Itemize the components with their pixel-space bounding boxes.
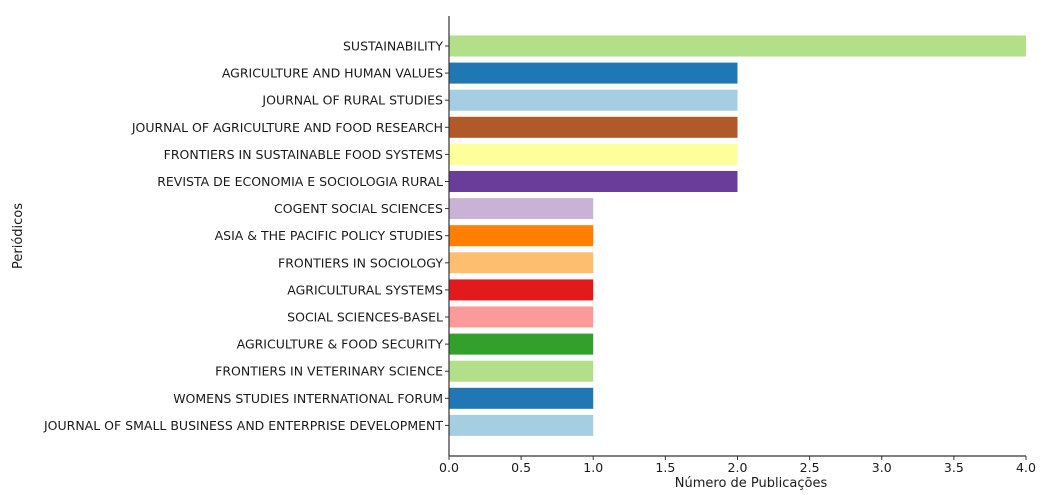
category-label: REVISTA DE ECONOMIA E SOCIOLOGIA RURAL <box>157 174 443 189</box>
bar <box>449 116 738 138</box>
x-tick-label: 0.0 <box>439 460 459 475</box>
x-tick-label: 4.0 <box>1016 460 1036 475</box>
bar <box>449 225 594 247</box>
category-label: AGRICULTURAL SYSTEMS <box>287 282 443 297</box>
category-label: SOCIAL SCIENCES-BASEL <box>287 310 443 325</box>
bar <box>449 252 594 274</box>
x-tick-label: 2.0 <box>728 460 748 475</box>
category-label: COGENT SOCIAL SCIENCES <box>274 201 443 216</box>
bar <box>449 306 594 328</box>
category-label: FRONTIERS IN VETERINARY SCIENCE <box>215 364 443 379</box>
bar <box>449 279 594 301</box>
category-label: JOURNAL OF AGRICULTURE AND FOOD RESEARCH <box>131 120 443 135</box>
bar <box>449 360 594 382</box>
x-axis-label: Número de Publicações <box>675 476 828 491</box>
bar <box>449 35 1026 57</box>
x-tick-label: 0.5 <box>511 460 531 475</box>
bar <box>449 143 738 165</box>
x-ticks-group: 0.0 0.5 1.0 1.5 2.0 2.5 3.0 3.5 4.0 <box>439 456 1036 475</box>
x-tick-label: 1.0 <box>583 460 603 475</box>
category-label: JOURNAL OF RURAL STUDIES <box>261 93 443 108</box>
bar <box>449 414 594 436</box>
x-tick-label: 2.5 <box>800 460 820 475</box>
bar <box>449 62 738 84</box>
category-label: AGRICULTURE AND HUMAN VALUES <box>222 66 443 81</box>
bars-group <box>449 35 1026 436</box>
x-tick-label: 3.5 <box>944 460 964 475</box>
y-axis-label: Periódicos <box>11 203 26 269</box>
category-label: AGRICULTURE & FOOD SECURITY <box>237 337 444 352</box>
category-label: ASIA & THE PACIFIC POLICY STUDIES <box>215 228 443 243</box>
x-tick-label: 1.5 <box>655 460 675 475</box>
category-label: SUSTAINABILITY <box>343 39 443 54</box>
bar <box>449 89 738 111</box>
bar <box>449 387 594 409</box>
category-label: WOMENS STUDIES INTERNATIONAL FORUM <box>173 391 443 406</box>
x-tick-label: 3.0 <box>872 460 892 475</box>
category-label: JOURNAL OF SMALL BUSINESS AND ENTERPRISE… <box>43 418 443 433</box>
category-label: FRONTIERS IN SOCIOLOGY <box>278 255 443 270</box>
bar <box>449 171 738 192</box>
bar <box>449 198 594 220</box>
category-label: FRONTIERS IN SUSTAINABLE FOOD SYSTEMS <box>164 147 443 162</box>
bar <box>449 333 594 355</box>
category-labels-group: SUSTAINABILITY AGRICULTURE AND HUMAN VALU… <box>43 39 449 433</box>
